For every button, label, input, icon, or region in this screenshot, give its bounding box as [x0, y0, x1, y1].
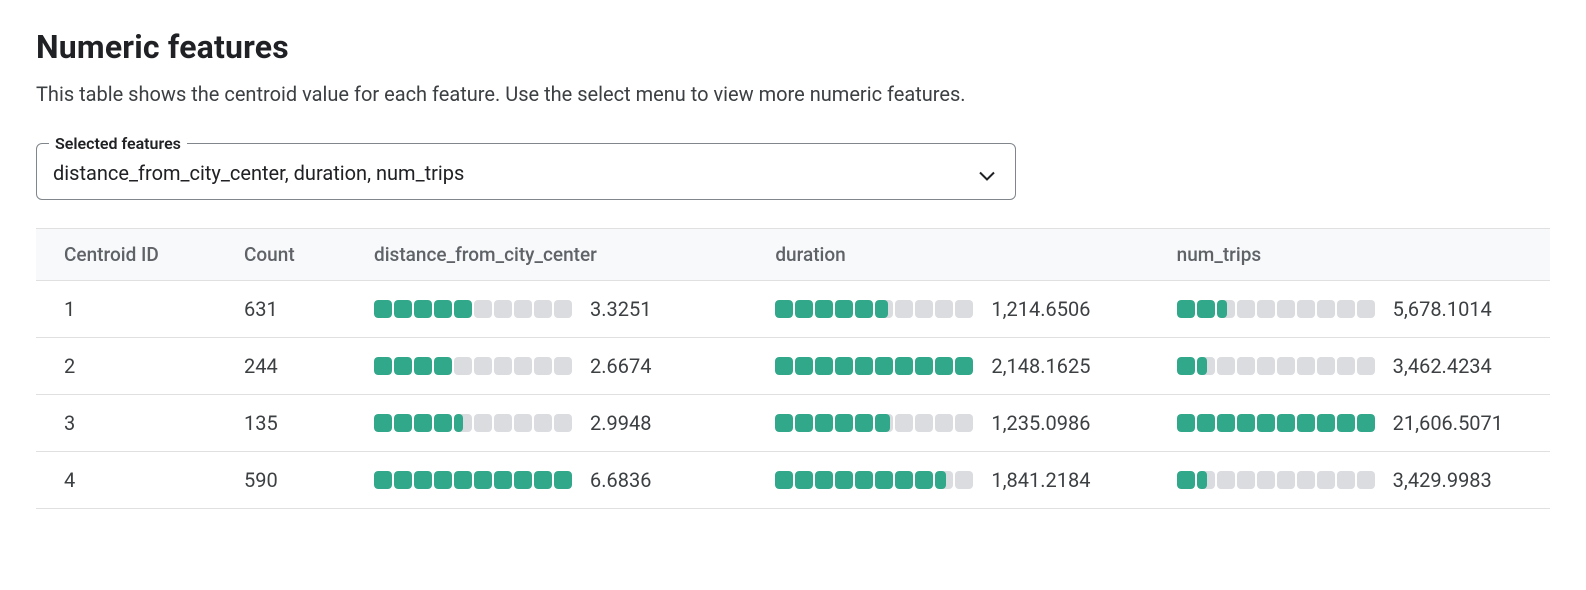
- features-table: Centroid IDCountdistance_from_city_cente…: [36, 228, 1550, 509]
- table-cell: 244: [216, 338, 346, 395]
- table-cell: 2.9948: [346, 395, 747, 452]
- select-label: Selected features: [49, 134, 187, 153]
- page-subtitle: This table shows the centroid value for …: [36, 82, 1550, 106]
- table-cell: 3: [36, 395, 216, 452]
- value-bar: [775, 414, 973, 432]
- table-cell: 4: [36, 452, 216, 509]
- feature-value: 3.3251: [590, 297, 651, 321]
- table-cell: 2: [36, 338, 216, 395]
- column-header: num_trips: [1149, 229, 1550, 281]
- feature-value: 2.6674: [590, 354, 651, 378]
- table-cell: 21,606.5071: [1149, 395, 1550, 452]
- table-cell: 5,678.1014: [1149, 281, 1550, 338]
- column-header: Count: [216, 229, 346, 281]
- value-bar: [775, 471, 973, 489]
- feature-value: 5,678.1014: [1393, 297, 1492, 321]
- chevron-down-icon: [979, 167, 995, 186]
- feature-value: 2,148.1625: [991, 354, 1090, 378]
- value-bar: [1177, 357, 1375, 375]
- value-bar: [374, 357, 572, 375]
- table-cell: 1,235.0986: [747, 395, 1148, 452]
- page-title: Numeric features: [36, 28, 1550, 66]
- value-bar: [374, 471, 572, 489]
- column-header: duration: [747, 229, 1148, 281]
- feature-value: 6.6836: [590, 468, 651, 492]
- feature-value: 1,214.6506: [991, 297, 1090, 321]
- select-value: distance_from_city_center, duration, num…: [37, 153, 1015, 199]
- table-cell: 1,214.6506: [747, 281, 1148, 338]
- table-cell: 135: [216, 395, 346, 452]
- value-bar: [374, 414, 572, 432]
- value-bar: [775, 357, 973, 375]
- value-bar: [775, 300, 973, 318]
- selected-features-select[interactable]: Selected features distance_from_city_cen…: [36, 134, 1016, 200]
- table-row: 2244 2.6674 2,148.1625 3,462.4234: [36, 338, 1550, 395]
- column-header: Centroid ID: [36, 229, 216, 281]
- feature-value: 21,606.5071: [1393, 411, 1503, 435]
- table-cell: 1: [36, 281, 216, 338]
- table-row: 1631 3.3251 1,214.6506 5,678.1014: [36, 281, 1550, 338]
- feature-value: 1,235.0986: [991, 411, 1090, 435]
- value-bar: [374, 300, 572, 318]
- table-cell: 631: [216, 281, 346, 338]
- table-cell: 590: [216, 452, 346, 509]
- feature-value: 3,429.9983: [1393, 468, 1492, 492]
- table-cell: 6.6836: [346, 452, 747, 509]
- table-cell: 3.3251: [346, 281, 747, 338]
- table-cell: 1,841.2184: [747, 452, 1148, 509]
- column-header: distance_from_city_center: [346, 229, 747, 281]
- table-row: 4590 6.6836 1,841.2184 3,429.9983: [36, 452, 1550, 509]
- value-bar: [1177, 471, 1375, 489]
- table-header-row: Centroid IDCountdistance_from_city_cente…: [36, 229, 1550, 281]
- table-cell: 3,429.9983: [1149, 452, 1550, 509]
- table-cell: 3,462.4234: [1149, 338, 1550, 395]
- feature-value: 1,841.2184: [991, 468, 1090, 492]
- table-cell: 2,148.1625: [747, 338, 1148, 395]
- value-bar: [1177, 414, 1375, 432]
- feature-value: 3,462.4234: [1393, 354, 1492, 378]
- table-cell: 2.6674: [346, 338, 747, 395]
- feature-value: 2.9948: [590, 411, 651, 435]
- value-bar: [1177, 300, 1375, 318]
- table-row: 3135 2.9948 1,235.0986 21,606.5071: [36, 395, 1550, 452]
